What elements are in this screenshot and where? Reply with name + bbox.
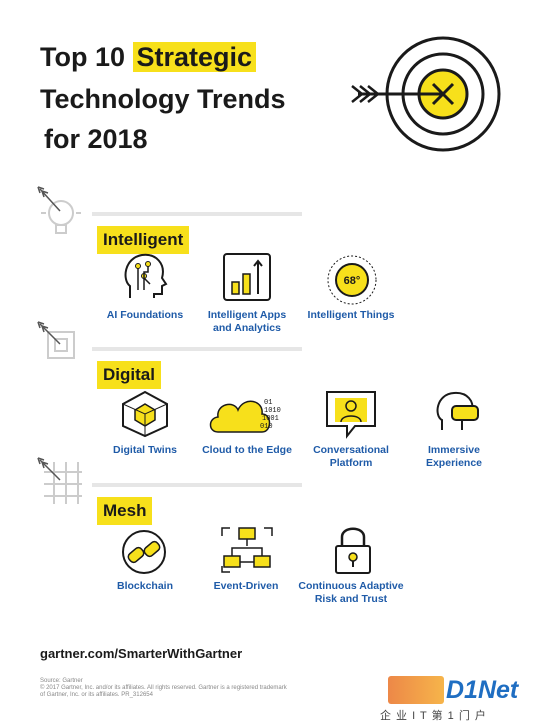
section-label-intelligent: Intelligent xyxy=(97,226,190,254)
chip-icon xyxy=(37,321,75,359)
item-label: Conversational Platform xyxy=(313,444,389,469)
vr-headset-icon xyxy=(436,391,479,430)
item-label: AI Foundations xyxy=(106,309,184,321)
item-label: Event-Driven xyxy=(213,580,279,592)
watermark-tagline: 企 业 I T 第 1 门 户 xyxy=(380,710,487,722)
section-divider xyxy=(92,347,302,351)
gauge-icon: 68° xyxy=(327,255,377,305)
section-divider xyxy=(92,483,302,487)
copyright-text: © 2017 Gartner, Inc. and/or its affiliat… xyxy=(40,685,287,691)
item-label: Intelligent Things xyxy=(307,309,395,321)
title-line-2: Technology Trends xyxy=(40,84,286,114)
chat-person-icon xyxy=(326,391,376,439)
footer-url[interactable]: gartner.com/SmarterWithGartner xyxy=(40,646,243,661)
padlock-icon xyxy=(335,527,371,574)
gauge-value: 68° xyxy=(344,275,361,287)
cube-icon xyxy=(122,390,168,438)
target-icon xyxy=(351,36,501,152)
watermark-badge xyxy=(388,676,444,704)
watermark-logo: D1Net xyxy=(388,676,534,706)
section-label-digital: Digital xyxy=(97,361,161,389)
copyright-text-2: of Gartner, Inc. or its affiliates. PR_3… xyxy=(40,692,153,698)
title-highlight: Strategic xyxy=(132,42,257,72)
grid-icon xyxy=(37,457,82,504)
source-text: Source: Gartner xyxy=(40,678,83,684)
item-label: Immersive Experience xyxy=(425,444,483,469)
title-text: Top 10 xyxy=(40,42,126,72)
binary-text: 1010 xyxy=(264,407,281,415)
watermark-brand: D1Net xyxy=(446,676,519,704)
binary-text: 1001 xyxy=(262,415,279,423)
lightbulb-icon xyxy=(37,186,81,234)
chain-icon xyxy=(122,530,166,574)
item-label: Blockchain xyxy=(116,580,174,592)
binary-text: 01 xyxy=(264,399,272,407)
binary-text: 010 xyxy=(260,423,273,431)
network-icon xyxy=(221,527,273,573)
item-label: Digital Twins xyxy=(113,444,177,456)
item-label: Cloud to the Edge xyxy=(202,444,292,456)
section-divider xyxy=(92,212,302,216)
item-label: Intelligent Apps and Analytics xyxy=(207,309,287,334)
bar-chart-icon xyxy=(223,253,271,301)
title-line-1: Top 10 Strategic xyxy=(40,40,257,74)
ai-head-icon xyxy=(124,253,168,298)
item-label: Continuous Adaptive Risk and Trust xyxy=(298,580,404,605)
section-label-mesh: Mesh xyxy=(97,497,153,525)
title-line-3: for 2018 xyxy=(44,124,148,154)
cloud-icon: 01 1010 1001 010 xyxy=(209,399,281,433)
